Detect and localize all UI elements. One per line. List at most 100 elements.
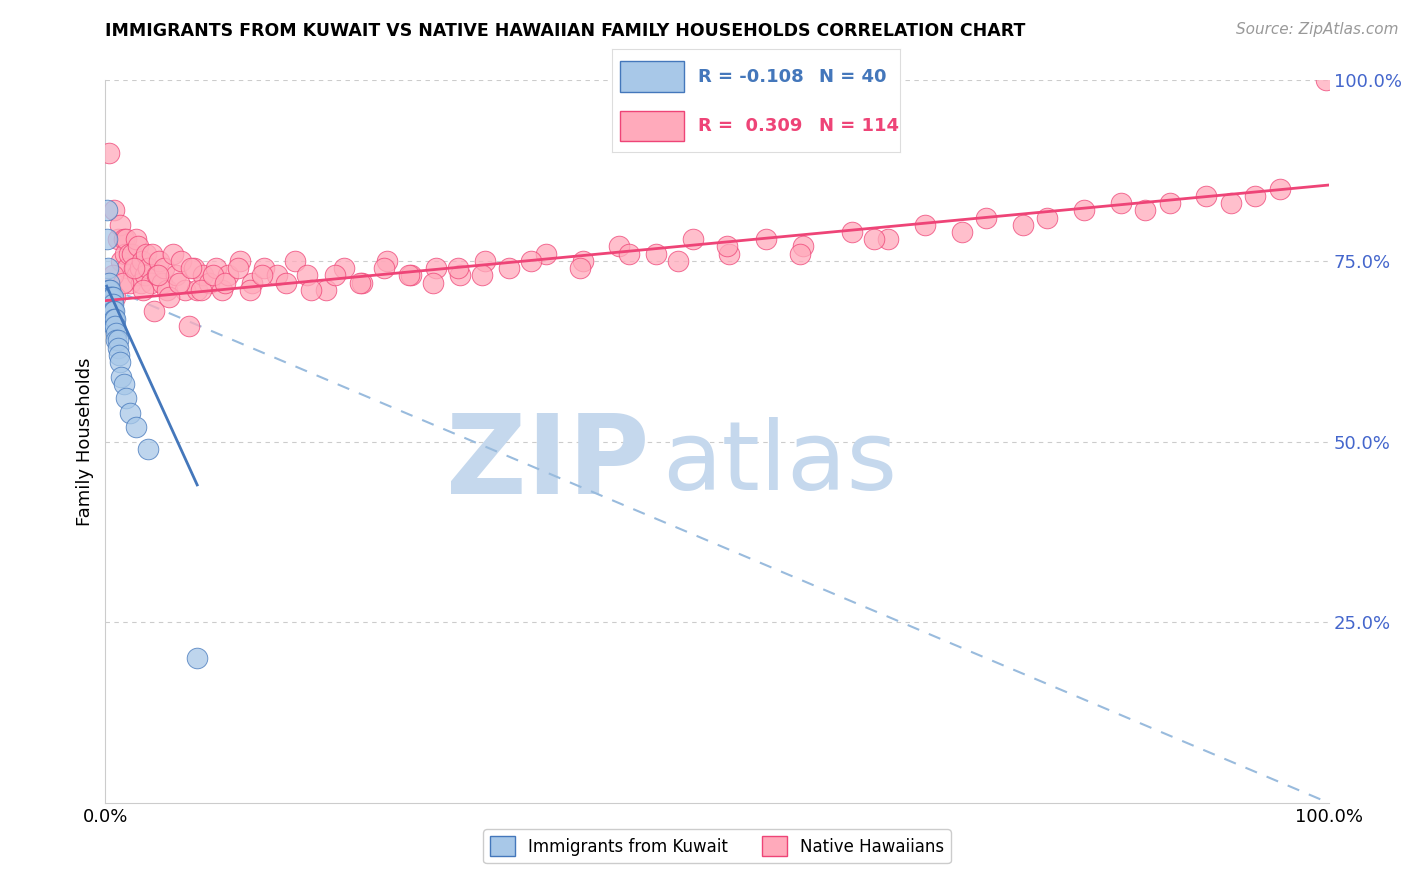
Point (183, 261, 205, 276)
Point (100, 297, 122, 311)
Point (217, 268, 239, 283)
Point (112, 232, 135, 246)
Point (204, 261, 226, 276)
Point (143, 304, 166, 318)
Text: N = 40: N = 40 (820, 68, 887, 86)
Point (114, 246, 136, 260)
Point (129, 276, 152, 290)
Point (682, 232, 704, 246)
Point (141, 246, 163, 260)
Point (107, 334, 129, 348)
Point (96, 297, 118, 311)
Point (98, 290, 121, 304)
Point (153, 261, 176, 276)
Point (125, 232, 148, 246)
Point (118, 276, 141, 290)
Point (250, 268, 273, 283)
Point (139, 276, 162, 290)
Point (98, 283, 121, 297)
Point (112, 376, 135, 391)
Point (125, 420, 148, 434)
Point (115, 232, 138, 246)
Point (118, 246, 141, 260)
Point (239, 283, 262, 297)
Point (474, 254, 496, 268)
Point (150, 276, 173, 290)
Text: R = -0.108: R = -0.108 (699, 68, 804, 86)
Point (520, 254, 543, 268)
Point (108, 218, 131, 232)
Point (1073, 203, 1095, 218)
Point (100, 311, 122, 326)
Point (1109, 196, 1132, 211)
Point (103, 318, 125, 333)
Point (1315, 73, 1337, 87)
Point (276, 276, 298, 290)
Point (96, 203, 118, 218)
Text: ZIP: ZIP (447, 409, 650, 516)
Point (792, 239, 814, 253)
Point (105, 326, 128, 341)
Point (398, 268, 420, 283)
Point (101, 268, 124, 283)
Point (498, 261, 520, 276)
Point (914, 218, 936, 232)
Point (1133, 203, 1156, 218)
Point (98, 145, 121, 160)
Point (666, 254, 689, 268)
Point (571, 254, 593, 268)
Point (127, 268, 149, 283)
Point (1244, 189, 1267, 203)
Point (108, 355, 131, 369)
Point (111, 276, 134, 290)
Point (104, 311, 127, 326)
Point (108, 348, 131, 362)
Point (122, 261, 145, 276)
Point (98, 297, 121, 311)
Point (214, 276, 236, 290)
Point (1219, 196, 1241, 211)
Point (110, 369, 132, 384)
Point (877, 232, 900, 246)
Point (375, 254, 398, 268)
Point (1036, 211, 1059, 225)
Point (156, 283, 179, 297)
Point (101, 304, 124, 318)
Point (170, 254, 193, 268)
Point (1011, 218, 1033, 232)
Point (101, 290, 124, 304)
Point (1268, 182, 1291, 196)
Point (148, 254, 170, 268)
Point (136, 261, 159, 276)
Point (373, 261, 395, 276)
Point (315, 283, 337, 297)
Point (284, 254, 307, 268)
Point (146, 268, 169, 283)
Point (226, 261, 249, 276)
Y-axis label: Family Households: Family Households (76, 358, 94, 525)
Point (716, 239, 738, 253)
Point (97, 283, 120, 297)
Point (617, 246, 640, 260)
Text: IMMIGRANTS FROM KUWAIT VS NATIVE HAWAIIAN FAMILY HOUSEHOLDS CORRELATION CHART: IMMIGRANTS FROM KUWAIT VS NATIVE HAWAIIA… (105, 22, 1026, 40)
Point (950, 225, 973, 239)
Point (425, 261, 447, 276)
Point (449, 268, 471, 283)
Text: atlas: atlas (662, 417, 897, 509)
Point (162, 246, 184, 260)
Point (1195, 189, 1218, 203)
Point (157, 290, 180, 304)
Point (104, 290, 127, 304)
Point (229, 254, 252, 268)
Point (299, 283, 322, 297)
Point (146, 268, 169, 283)
Point (167, 276, 190, 290)
Point (103, 203, 125, 218)
Point (121, 246, 143, 260)
Point (202, 268, 225, 283)
Point (98, 304, 121, 318)
Point (98, 304, 121, 318)
Point (190, 283, 212, 297)
Point (447, 261, 470, 276)
Point (127, 239, 149, 253)
